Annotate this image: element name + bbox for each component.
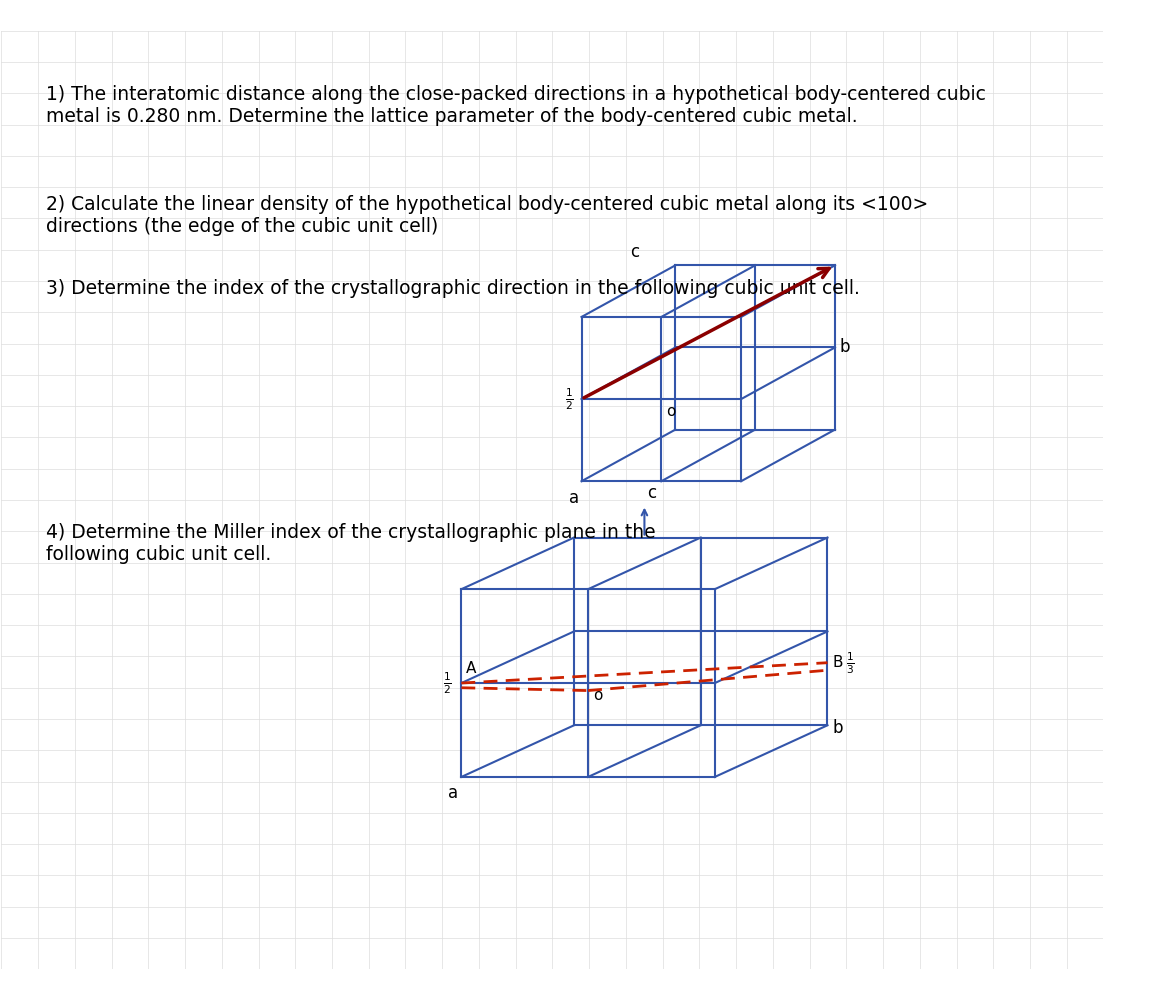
Text: B: B [832, 655, 843, 670]
Text: o: o [593, 688, 602, 703]
Text: $\frac{1}{3}$: $\frac{1}{3}$ [846, 650, 855, 676]
Text: a: a [448, 784, 459, 802]
Text: c: c [630, 243, 640, 261]
Text: a: a [568, 489, 579, 507]
Text: 4) Determine the Miller index of the crystallographic plane in the
following cub: 4) Determine the Miller index of the cry… [46, 523, 655, 564]
Text: 2) Calculate the linear density of the hypothetical body-centered cubic metal al: 2) Calculate the linear density of the h… [46, 195, 927, 236]
Text: b: b [839, 338, 850, 356]
Text: 1) The interatomic distance along the close-packed directions in a hypothetical : 1) The interatomic distance along the cl… [46, 85, 985, 126]
Text: 3) Determine the index of the crystallographic direction in the following cubic : 3) Determine the index of the crystallog… [46, 279, 859, 298]
Text: b: b [832, 719, 843, 737]
Text: $\frac{1}{2}$: $\frac{1}{2}$ [444, 670, 452, 696]
Text: c: c [647, 484, 656, 502]
Text: A: A [466, 661, 477, 676]
Text: $\frac{1}{2}$: $\frac{1}{2}$ [565, 386, 574, 412]
Text: o: o [666, 404, 675, 419]
